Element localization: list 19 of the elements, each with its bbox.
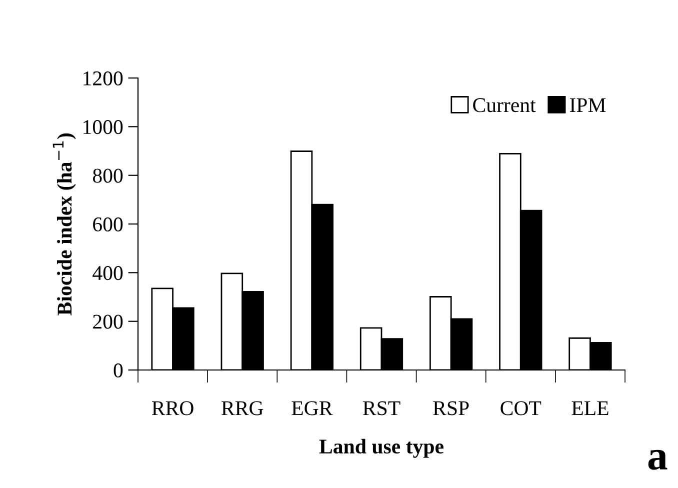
y-tick-label: 1200 (84, 71, 123, 86)
x-tick-label: RRO (152, 401, 194, 416)
y-axis-title: Biocide index (ha$^{−1}$) (52, 133, 76, 316)
x-tick-label: RST (362, 401, 400, 416)
x-tick-label: EGR (292, 401, 333, 416)
x-tick-label: RRG (222, 401, 264, 416)
y-tick-label: 1000 (84, 120, 123, 134)
y-tick-label: 800 (92, 168, 123, 183)
legend-label: IPM (570, 98, 606, 112)
text: a (648, 450, 668, 470)
x-tick-label: COT (500, 401, 542, 416)
y-tick-label: 200 (93, 314, 123, 329)
x-tick-label: RSP (433, 401, 469, 416)
y-tick-label: 600 (93, 217, 123, 232)
y-tick-label: 400 (92, 266, 123, 280)
y-tick-label: 0 (114, 363, 123, 378)
x-axis-title: Land use type (319, 438, 444, 458)
legend-label: Current (473, 98, 536, 112)
x-tick-label: ELE (572, 401, 608, 416)
